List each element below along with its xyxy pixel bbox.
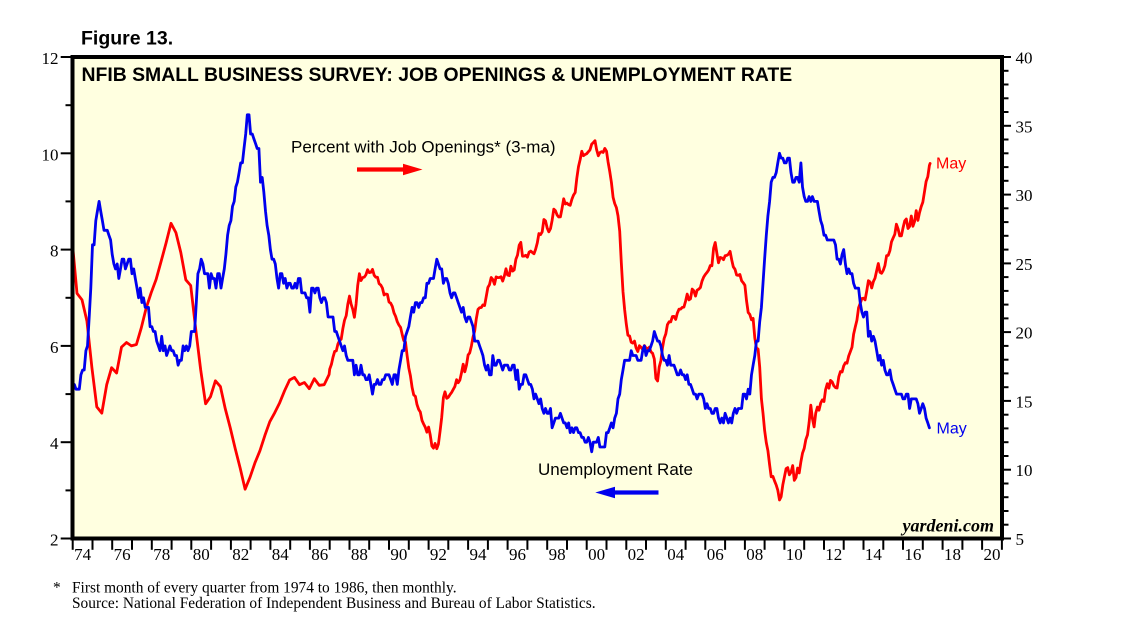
- svg-text:82: 82: [232, 545, 249, 564]
- svg-text:10: 10: [42, 145, 59, 164]
- svg-text:yardeni.com: yardeni.com: [901, 516, 995, 536]
- svg-text:04: 04: [667, 545, 685, 564]
- svg-text:May: May: [936, 156, 966, 173]
- svg-text:8: 8: [50, 242, 59, 261]
- svg-text:10: 10: [1016, 461, 1033, 480]
- svg-text:2: 2: [50, 531, 59, 550]
- svg-text:40: 40: [1016, 49, 1033, 68]
- svg-text:06: 06: [707, 545, 724, 564]
- svg-text:94: 94: [470, 545, 488, 564]
- svg-text:00: 00: [588, 545, 605, 564]
- svg-text:74: 74: [74, 545, 92, 564]
- svg-text:NFIB SMALL BUSINESS SURVEY: JO: NFIB SMALL BUSINESS SURVEY: JOB OPENINGS…: [82, 64, 793, 86]
- svg-text:*: *: [53, 580, 61, 597]
- svg-text:First month of every quarter f: First month of every quarter from 1974 t…: [72, 580, 457, 597]
- svg-text:14: 14: [865, 545, 883, 564]
- svg-text:35: 35: [1016, 117, 1033, 136]
- svg-text:6: 6: [50, 338, 59, 357]
- svg-text:96: 96: [509, 545, 526, 564]
- svg-text:02: 02: [628, 545, 645, 564]
- svg-text:88: 88: [351, 545, 368, 564]
- svg-text:Figure 13.: Figure 13.: [81, 28, 173, 50]
- svg-text:08: 08: [746, 545, 763, 564]
- svg-text:80: 80: [193, 545, 210, 564]
- svg-text:76: 76: [114, 545, 131, 564]
- svg-text:10: 10: [786, 545, 803, 564]
- svg-text:Unemployment Rate: Unemployment Rate: [538, 460, 693, 479]
- svg-text:Source: National Federation of: Source: National Federation of Independe…: [72, 595, 596, 612]
- svg-text:5: 5: [1016, 530, 1025, 549]
- svg-text:30: 30: [1016, 186, 1033, 205]
- svg-text:98: 98: [549, 545, 566, 564]
- svg-text:86: 86: [311, 545, 328, 564]
- svg-text:15: 15: [1016, 392, 1033, 411]
- svg-text:12: 12: [825, 545, 842, 564]
- svg-text:92: 92: [430, 545, 447, 564]
- svg-text:May: May: [937, 421, 967, 438]
- svg-text:Percent with Job Openings* (3-: Percent with Job Openings* (3-ma): [291, 138, 556, 157]
- svg-text:4: 4: [50, 434, 59, 453]
- svg-text:25: 25: [1016, 255, 1033, 274]
- svg-text:20: 20: [984, 545, 1001, 564]
- svg-text:12: 12: [42, 49, 59, 68]
- svg-text:20: 20: [1016, 324, 1033, 343]
- svg-text:84: 84: [272, 545, 290, 564]
- svg-text:16: 16: [904, 545, 921, 564]
- svg-text:18: 18: [944, 545, 961, 564]
- svg-text:78: 78: [153, 545, 170, 564]
- svg-text:90: 90: [390, 545, 407, 564]
